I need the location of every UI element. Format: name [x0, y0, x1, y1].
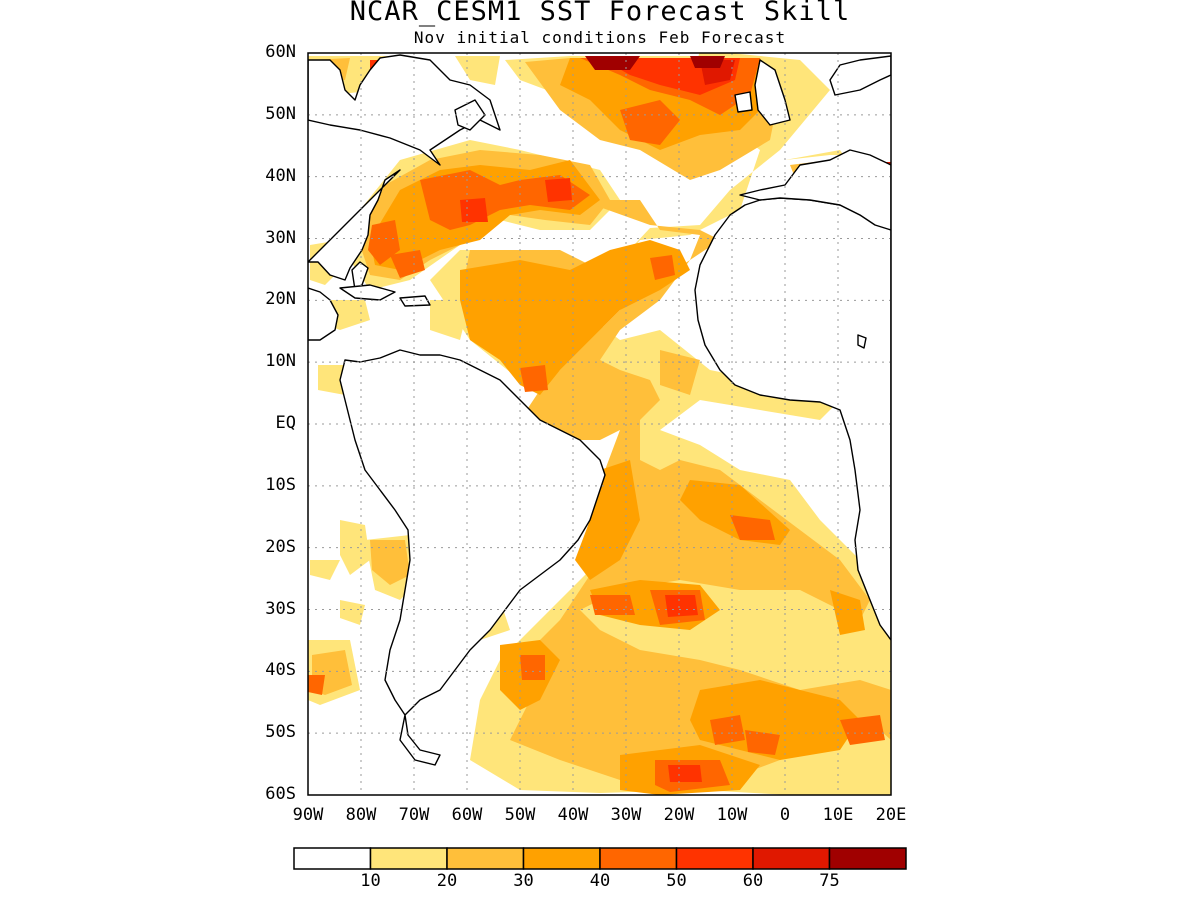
colorbar-tick-label: 75 — [819, 871, 840, 891]
land-masses — [308, 54, 891, 766]
latitude-label: 20N — [265, 289, 296, 310]
colorbar-swatch — [446, 847, 525, 870]
longitude-label: 50W — [504, 805, 536, 825]
europe — [739, 55, 891, 231]
plot-frame — [307, 52, 892, 796]
british-isles — [734, 59, 791, 126]
chart-subtitle: Nov initial conditions Feb Forecast — [413, 28, 787, 47]
madagascar-edge — [857, 334, 867, 349]
colorbar-tick-label: 40 — [589, 871, 611, 891]
longitude-label: 90W — [292, 805, 324, 825]
longitude-label: 40W — [557, 805, 589, 825]
south-america — [308, 287, 606, 766]
colorbar-swatch — [675, 847, 754, 870]
longitude-label: 70W — [398, 805, 430, 825]
chart-title: NCAR_CESM1 SST Forecast Skill — [349, 0, 851, 27]
latitude-label: 40S — [265, 660, 296, 681]
colorbar-tick-label: 60 — [742, 871, 764, 891]
colorbar-tick-label: 20 — [436, 871, 458, 891]
longitude-label: 0 — [779, 805, 791, 825]
latitude-label: 30N — [265, 227, 296, 248]
longitude-label: 20W — [663, 805, 695, 825]
latitude-label: 50S — [265, 722, 296, 743]
latitude-label: 10N — [265, 351, 296, 372]
colorbar-swatch — [293, 847, 372, 870]
longitude-label: 60W — [451, 805, 483, 825]
longitude-label: 80W — [345, 805, 377, 825]
longitude-label: 20E — [875, 805, 907, 825]
latitude-label: 50N — [265, 103, 296, 124]
longitude-label: 10E — [822, 805, 854, 825]
skill-above-75 — [585, 56, 725, 70]
latitude-label: EQ — [275, 413, 296, 433]
map-grid — [308, 53, 891, 795]
latitude-label: 40N — [265, 165, 296, 186]
latitude-label: 60N — [265, 42, 296, 62]
latitude-label: 10S — [265, 474, 296, 495]
colorbar-tick-label: 50 — [666, 871, 687, 891]
colorbar-tick-label: 10 — [360, 871, 381, 891]
longitude-label: 10W — [716, 805, 748, 825]
colorbar — [293, 847, 907, 870]
latitude-label: 20S — [265, 536, 296, 557]
colorbar-swatch — [599, 847, 678, 870]
colorbar-swatch — [752, 847, 831, 870]
latitude-label: 30S — [265, 598, 296, 619]
north-america — [308, 54, 501, 281]
colorbar-swatch — [369, 847, 448, 870]
latitude-label: 60S — [265, 784, 296, 804]
colorbar-swatch — [522, 847, 601, 870]
longitude-label: 30W — [610, 805, 642, 825]
colorbar-tick-label: 30 — [513, 871, 534, 891]
colorbar-swatch — [828, 847, 907, 870]
